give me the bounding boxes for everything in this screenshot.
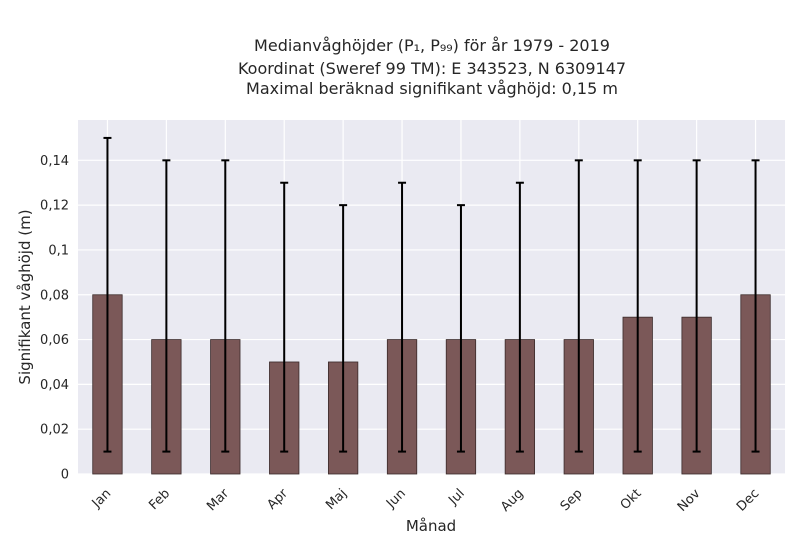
title-line-3: Maximal beräknad signifikant våghöjd: 0,… bbox=[246, 79, 618, 98]
x-tick-label: Jun bbox=[383, 486, 409, 512]
y-axis-label: Signifikant våghöjd (m) bbox=[16, 209, 34, 384]
title-line-2: Koordinat (Sweref 99 TM): E 343523, N 63… bbox=[238, 59, 626, 78]
x-tick-label: Jan bbox=[89, 486, 114, 511]
y-tick-label: 0,04 bbox=[40, 378, 69, 393]
chart-title: Medianvåghöjder (P₁, P₉₉) för år 1979 - … bbox=[238, 36, 626, 98]
errorbar-dec bbox=[751, 159, 760, 453]
y-tick-label: 0,12 bbox=[40, 199, 69, 214]
x-tick-label: Okt bbox=[618, 486, 645, 513]
y-tick-label: 0,06 bbox=[40, 333, 69, 348]
y-tick-label: 0 bbox=[61, 468, 69, 483]
errorbar-sep bbox=[574, 159, 583, 453]
errorbar-jun bbox=[398, 181, 407, 453]
x-tick-label: Nov bbox=[675, 486, 704, 515]
y-tick-label: 0,08 bbox=[40, 288, 69, 303]
x-tick-label: Feb bbox=[146, 486, 173, 513]
x-tick-label: Mar bbox=[204, 486, 232, 514]
errorbar-okt bbox=[633, 159, 642, 453]
x-tick-label: Maj bbox=[323, 486, 350, 513]
x-tick-label: Dec bbox=[734, 486, 762, 514]
errorbar-apr bbox=[280, 181, 289, 453]
x-tick-label: Apr bbox=[265, 486, 292, 513]
error-bars bbox=[103, 136, 760, 453]
errorbar-aug bbox=[515, 181, 524, 453]
x-tick-labels: Jan Feb Mar Apr Maj Jun Jul Aug Sep Okt Nov Dec bbox=[89, 486, 763, 515]
errorbar-nov bbox=[692, 159, 701, 453]
title-line-1: Medianvåghöjder (P₁, P₉₉) för år 1979 - … bbox=[254, 36, 610, 55]
errorbar-feb bbox=[162, 159, 171, 453]
y-tick-labels: 0 0,02 0,04 0,06 0,08 0,1 0,12 0,14 bbox=[40, 154, 69, 483]
errorbar-jul bbox=[456, 204, 465, 453]
x-axis-label: Månad bbox=[406, 517, 456, 535]
y-tick-label: 0,14 bbox=[40, 154, 69, 169]
plot-background bbox=[78, 120, 785, 474]
errorbar-jan bbox=[103, 136, 112, 453]
errorbar-mar bbox=[221, 159, 230, 453]
errorbar-maj bbox=[339, 204, 348, 453]
y-tick-label: 0,1 bbox=[48, 243, 69, 258]
x-tick-label: Jul bbox=[445, 486, 467, 508]
x-tick-label: Aug bbox=[498, 486, 527, 515]
y-tick-label: 0,02 bbox=[40, 423, 69, 438]
x-tick-label: Sep bbox=[558, 486, 586, 514]
